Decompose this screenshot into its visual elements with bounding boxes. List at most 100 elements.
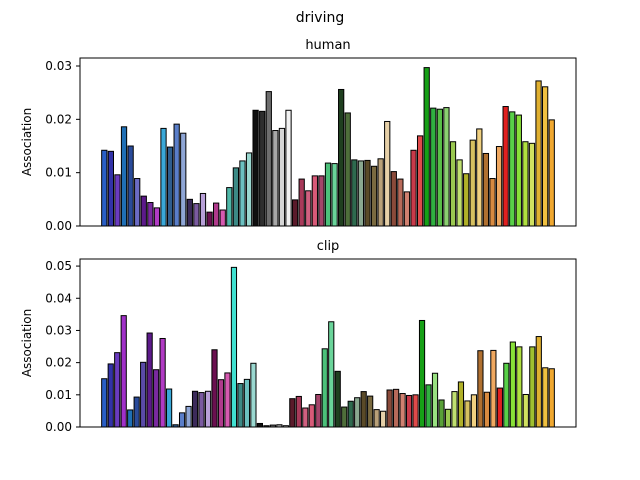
chart-0-bar bbox=[311, 175, 318, 227]
chart-1-bar bbox=[444, 408, 452, 428]
chart-1-bar bbox=[425, 384, 432, 428]
chart-1-bar bbox=[347, 400, 354, 428]
chart-0-bar bbox=[548, 119, 555, 227]
chart-1-bar bbox=[204, 390, 212, 428]
chart-0-ytick-label: 0.00 bbox=[45, 219, 72, 233]
chart-0-bar bbox=[206, 211, 213, 227]
chart-1-bar bbox=[483, 391, 490, 428]
chart-0-bar bbox=[278, 127, 286, 227]
chart-1-bar bbox=[140, 361, 147, 428]
chart-1-bar bbox=[418, 319, 426, 428]
chart-0-ylabel: Association bbox=[20, 108, 34, 176]
chart-0-ytick-label: 0.03 bbox=[45, 59, 72, 73]
chart-1-bar bbox=[399, 393, 406, 428]
chart-1-ytick-label: 0.01 bbox=[45, 388, 72, 402]
chart-0-bar bbox=[318, 175, 325, 227]
chart-0-bar bbox=[357, 160, 365, 227]
chart-0-bar bbox=[147, 202, 154, 227]
chart-1-bar bbox=[477, 350, 484, 428]
chart-0-bar bbox=[364, 159, 371, 227]
chart-0-bar bbox=[351, 159, 358, 227]
chart-1-bar bbox=[315, 393, 322, 428]
chart-0-bar bbox=[370, 165, 378, 227]
chart-1-bar bbox=[548, 368, 555, 428]
chart-1-bar bbox=[522, 393, 529, 428]
chart-1-bar bbox=[289, 398, 296, 428]
chart-1-ytick-label: 0.02 bbox=[45, 356, 72, 370]
chart-1-ytick-label: 0.04 bbox=[45, 291, 72, 305]
chart-0-bar bbox=[134, 178, 141, 227]
chart-0-bar bbox=[463, 173, 470, 227]
chart-0-bar bbox=[542, 86, 549, 227]
chart-0-bar bbox=[226, 187, 233, 227]
chart-1-ytick-label: 0.05 bbox=[45, 259, 72, 273]
chart-0-bar bbox=[489, 178, 496, 227]
chart-0-bar bbox=[397, 178, 404, 227]
chart-1-bar bbox=[191, 390, 199, 428]
chart-1-bar bbox=[302, 407, 309, 428]
chart-0-bar bbox=[515, 114, 522, 227]
chart-1-ytick-label: 0.00 bbox=[45, 420, 72, 434]
chart-0-bar bbox=[193, 203, 200, 227]
chart-1-bar bbox=[451, 391, 458, 428]
chart-1-bar bbox=[367, 395, 374, 428]
chart-0-bar bbox=[213, 202, 220, 227]
chart-1-bar bbox=[146, 332, 153, 428]
chart-1-title: clip bbox=[317, 239, 340, 254]
chart-1-bar bbox=[457, 381, 465, 428]
chart-1-bar bbox=[101, 378, 108, 428]
chart-0-bar bbox=[180, 132, 187, 227]
chart-0-bar bbox=[245, 152, 253, 227]
chart-1-ytick-label: 0.03 bbox=[45, 323, 72, 337]
chart-1-bar bbox=[412, 394, 419, 428]
chart-1-bar bbox=[185, 405, 192, 428]
chart-1-bar bbox=[334, 370, 341, 428]
chart-1-bar bbox=[503, 362, 510, 428]
chart-0-bar bbox=[456, 159, 463, 227]
chart-0-bar bbox=[502, 106, 509, 227]
chart-0-bar bbox=[259, 110, 266, 227]
chart-0-bar bbox=[291, 199, 299, 227]
chart-0-bar bbox=[298, 178, 305, 227]
chart-1-bar bbox=[224, 372, 231, 428]
chart-0-bar bbox=[140, 195, 147, 227]
chart-0-bar bbox=[403, 191, 411, 227]
chart-1-bar bbox=[535, 336, 542, 428]
chart-0-bar bbox=[160, 127, 167, 227]
chart-1-bar bbox=[107, 363, 114, 428]
chart-0-bar bbox=[482, 152, 490, 227]
chart-0-bar bbox=[166, 146, 174, 227]
chart-0-bar bbox=[331, 163, 338, 227]
chart-0-bar bbox=[153, 207, 161, 227]
chart-1-bar bbox=[166, 388, 173, 428]
chart-0-bar bbox=[232, 167, 240, 227]
chart-0-ytick-label: 0.02 bbox=[45, 112, 72, 126]
chart-0-bar bbox=[173, 123, 180, 227]
chart-1-bar bbox=[529, 346, 536, 428]
chart-1-bar bbox=[464, 400, 471, 428]
chart-0-bar bbox=[416, 135, 424, 227]
chart-0-bar bbox=[390, 171, 397, 227]
chart-1-bar bbox=[509, 341, 516, 428]
chart-0-bar bbox=[528, 142, 536, 227]
figure-title: driving bbox=[296, 10, 344, 26]
chart-1-bar bbox=[178, 412, 186, 428]
chart-0-bar bbox=[344, 112, 351, 227]
chart-1-bar bbox=[373, 409, 380, 428]
chart-1-bar bbox=[321, 348, 328, 428]
chart-0-bar bbox=[186, 198, 193, 227]
chart-0-bar bbox=[430, 107, 437, 227]
chart-1-bar bbox=[438, 399, 445, 428]
chart-1-bar bbox=[542, 367, 549, 428]
chart-0-bar bbox=[107, 150, 114, 227]
chart-1-bar bbox=[496, 387, 503, 428]
chart-1-bar bbox=[386, 389, 393, 428]
chart-1-bar bbox=[159, 337, 166, 428]
chart-0-bar bbox=[219, 209, 226, 227]
chart-0-bar bbox=[449, 141, 457, 227]
chart-0-bar bbox=[252, 109, 259, 227]
chart-1-bar bbox=[516, 346, 523, 428]
chart-1-bar bbox=[341, 406, 348, 428]
chart-0-bar bbox=[384, 120, 391, 227]
chart-0-bar bbox=[101, 149, 108, 227]
